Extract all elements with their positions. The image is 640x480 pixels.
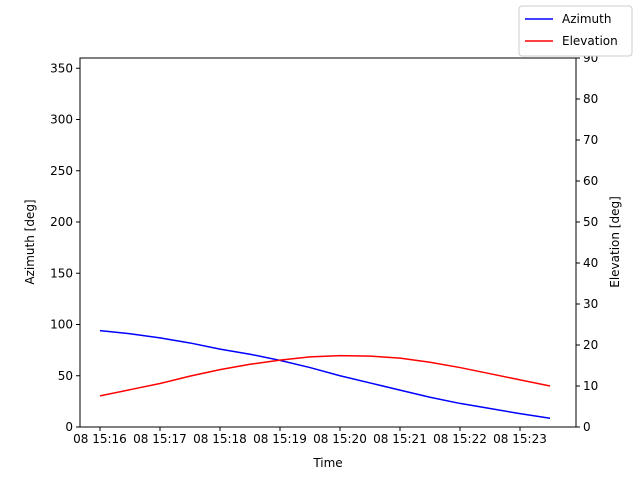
x-tick-label: 08 15:21 <box>373 432 427 446</box>
y2-tick-label: 30 <box>583 297 598 311</box>
y-axis-label: Azimuth [deg] <box>23 199 37 284</box>
x-axis-label: Time <box>312 456 342 470</box>
y2-tick-label: 50 <box>583 215 598 229</box>
plot-frame <box>79 57 577 428</box>
y-tick-label: 100 <box>50 318 73 332</box>
y-tick-label: 0 <box>65 420 73 434</box>
x-tick-label: 08 15:19 <box>253 432 307 446</box>
legend-label: Elevation <box>562 34 618 48</box>
x-tick-label: 08 15:23 <box>493 432 547 446</box>
x-tick-label: 08 15:16 <box>73 432 127 446</box>
x-tick-label: 08 15:17 <box>133 432 187 446</box>
y-tick-label: 350 <box>50 61 73 75</box>
y-tick-label: 200 <box>50 215 73 229</box>
y2-tick-label: 10 <box>583 379 598 393</box>
x-tick-label: 08 15:22 <box>433 432 487 446</box>
y2-tick-label: 40 <box>583 256 598 270</box>
data-line <box>99 354 551 397</box>
data-line <box>99 329 551 420</box>
y-tick-label: 150 <box>50 266 73 280</box>
y-tick-label: 300 <box>50 113 73 127</box>
y2-tick-label: 60 <box>583 174 598 188</box>
y2-tick-label: 80 <box>583 92 598 106</box>
y-tick-label: 250 <box>50 164 73 178</box>
legend-label: Azimuth <box>562 12 611 26</box>
y2-tick-label: 0 <box>583 420 591 434</box>
y2-axis-label: Elevation [deg] <box>608 196 622 288</box>
y2-tick-label: 20 <box>583 338 598 352</box>
y-tick-label: 50 <box>58 369 73 383</box>
x-tick-label: 08 15:20 <box>313 432 367 446</box>
x-tick-label: 08 15:18 <box>193 432 247 446</box>
y2-tick-label: 70 <box>583 133 598 147</box>
